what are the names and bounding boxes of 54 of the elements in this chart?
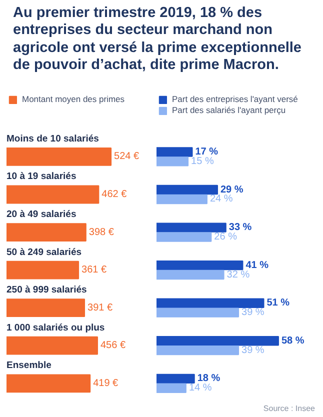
bar [156,374,195,384]
legend-label: Part des salariés l'ayant perçu [172,105,286,115]
y-tick-label: Ensemble [6,360,52,372]
data-label: 17 % [195,146,218,158]
bar [156,345,240,356]
y-tick-label: 50 à 249 salariés [6,246,82,258]
y-tick-label: 20 à 49 salariés [6,209,76,220]
bar [156,232,212,242]
bar [6,336,98,355]
bar [6,223,86,242]
data-label: 51 % [266,298,290,309]
data-label: 456 € [100,340,126,352]
y-tick-label: 1 000 salariés ou plus [6,322,105,334]
bar [156,308,240,318]
data-label: 14 % [188,382,212,394]
bar [6,298,86,318]
bar [156,194,208,204]
data-label: 398 € [88,226,114,238]
data-label: 15 % [191,156,214,167]
data-label: 33 % [228,222,252,234]
legend-label: Part des entreprises l'ayant versé [172,94,298,104]
data-label: 41 % [246,260,269,271]
data-label: 391 € [88,302,113,314]
legend-label: Montant moyen des primes [22,94,125,104]
data-label: 419 € [93,378,119,389]
bar [156,336,279,346]
bar [6,185,100,204]
data-label: 58 % [281,335,304,346]
y-tick-label: 10 à 19 salariés [6,171,76,182]
data-label: 39 % [242,307,264,318]
bar [156,184,218,195]
bar [156,156,189,166]
data-label: 29 % [220,184,244,196]
bar [156,298,264,308]
data-label: 361 € [82,264,107,276]
data-label: 524 € [114,151,140,162]
bar [156,383,186,393]
data-label: 24 % [210,194,233,205]
data-label: 462 € [102,189,128,200]
data-label: 39 % [242,344,264,356]
bar [156,222,226,232]
bar [156,147,193,157]
data-label: 26 % [214,232,238,242]
source-note: Source : Insee [263,403,315,414]
data-label: 18 % [197,373,220,384]
text: Au premier trimestre 2019, 18 % des entreprises du secteur marchand non agricole ont versé la prime exceptionnelle de pouvoir d’achat, dite prime Macron. [13,5,302,75]
bar [156,270,224,280]
bar [156,260,244,270]
bar [6,260,80,280]
data-label: 32 % [226,269,250,280]
y-tick-label: Moins de 10 salariés [6,133,99,144]
bar [6,374,91,393]
y-tick-label: 250 à 999 salariés [6,284,87,296]
bar [6,148,112,166]
